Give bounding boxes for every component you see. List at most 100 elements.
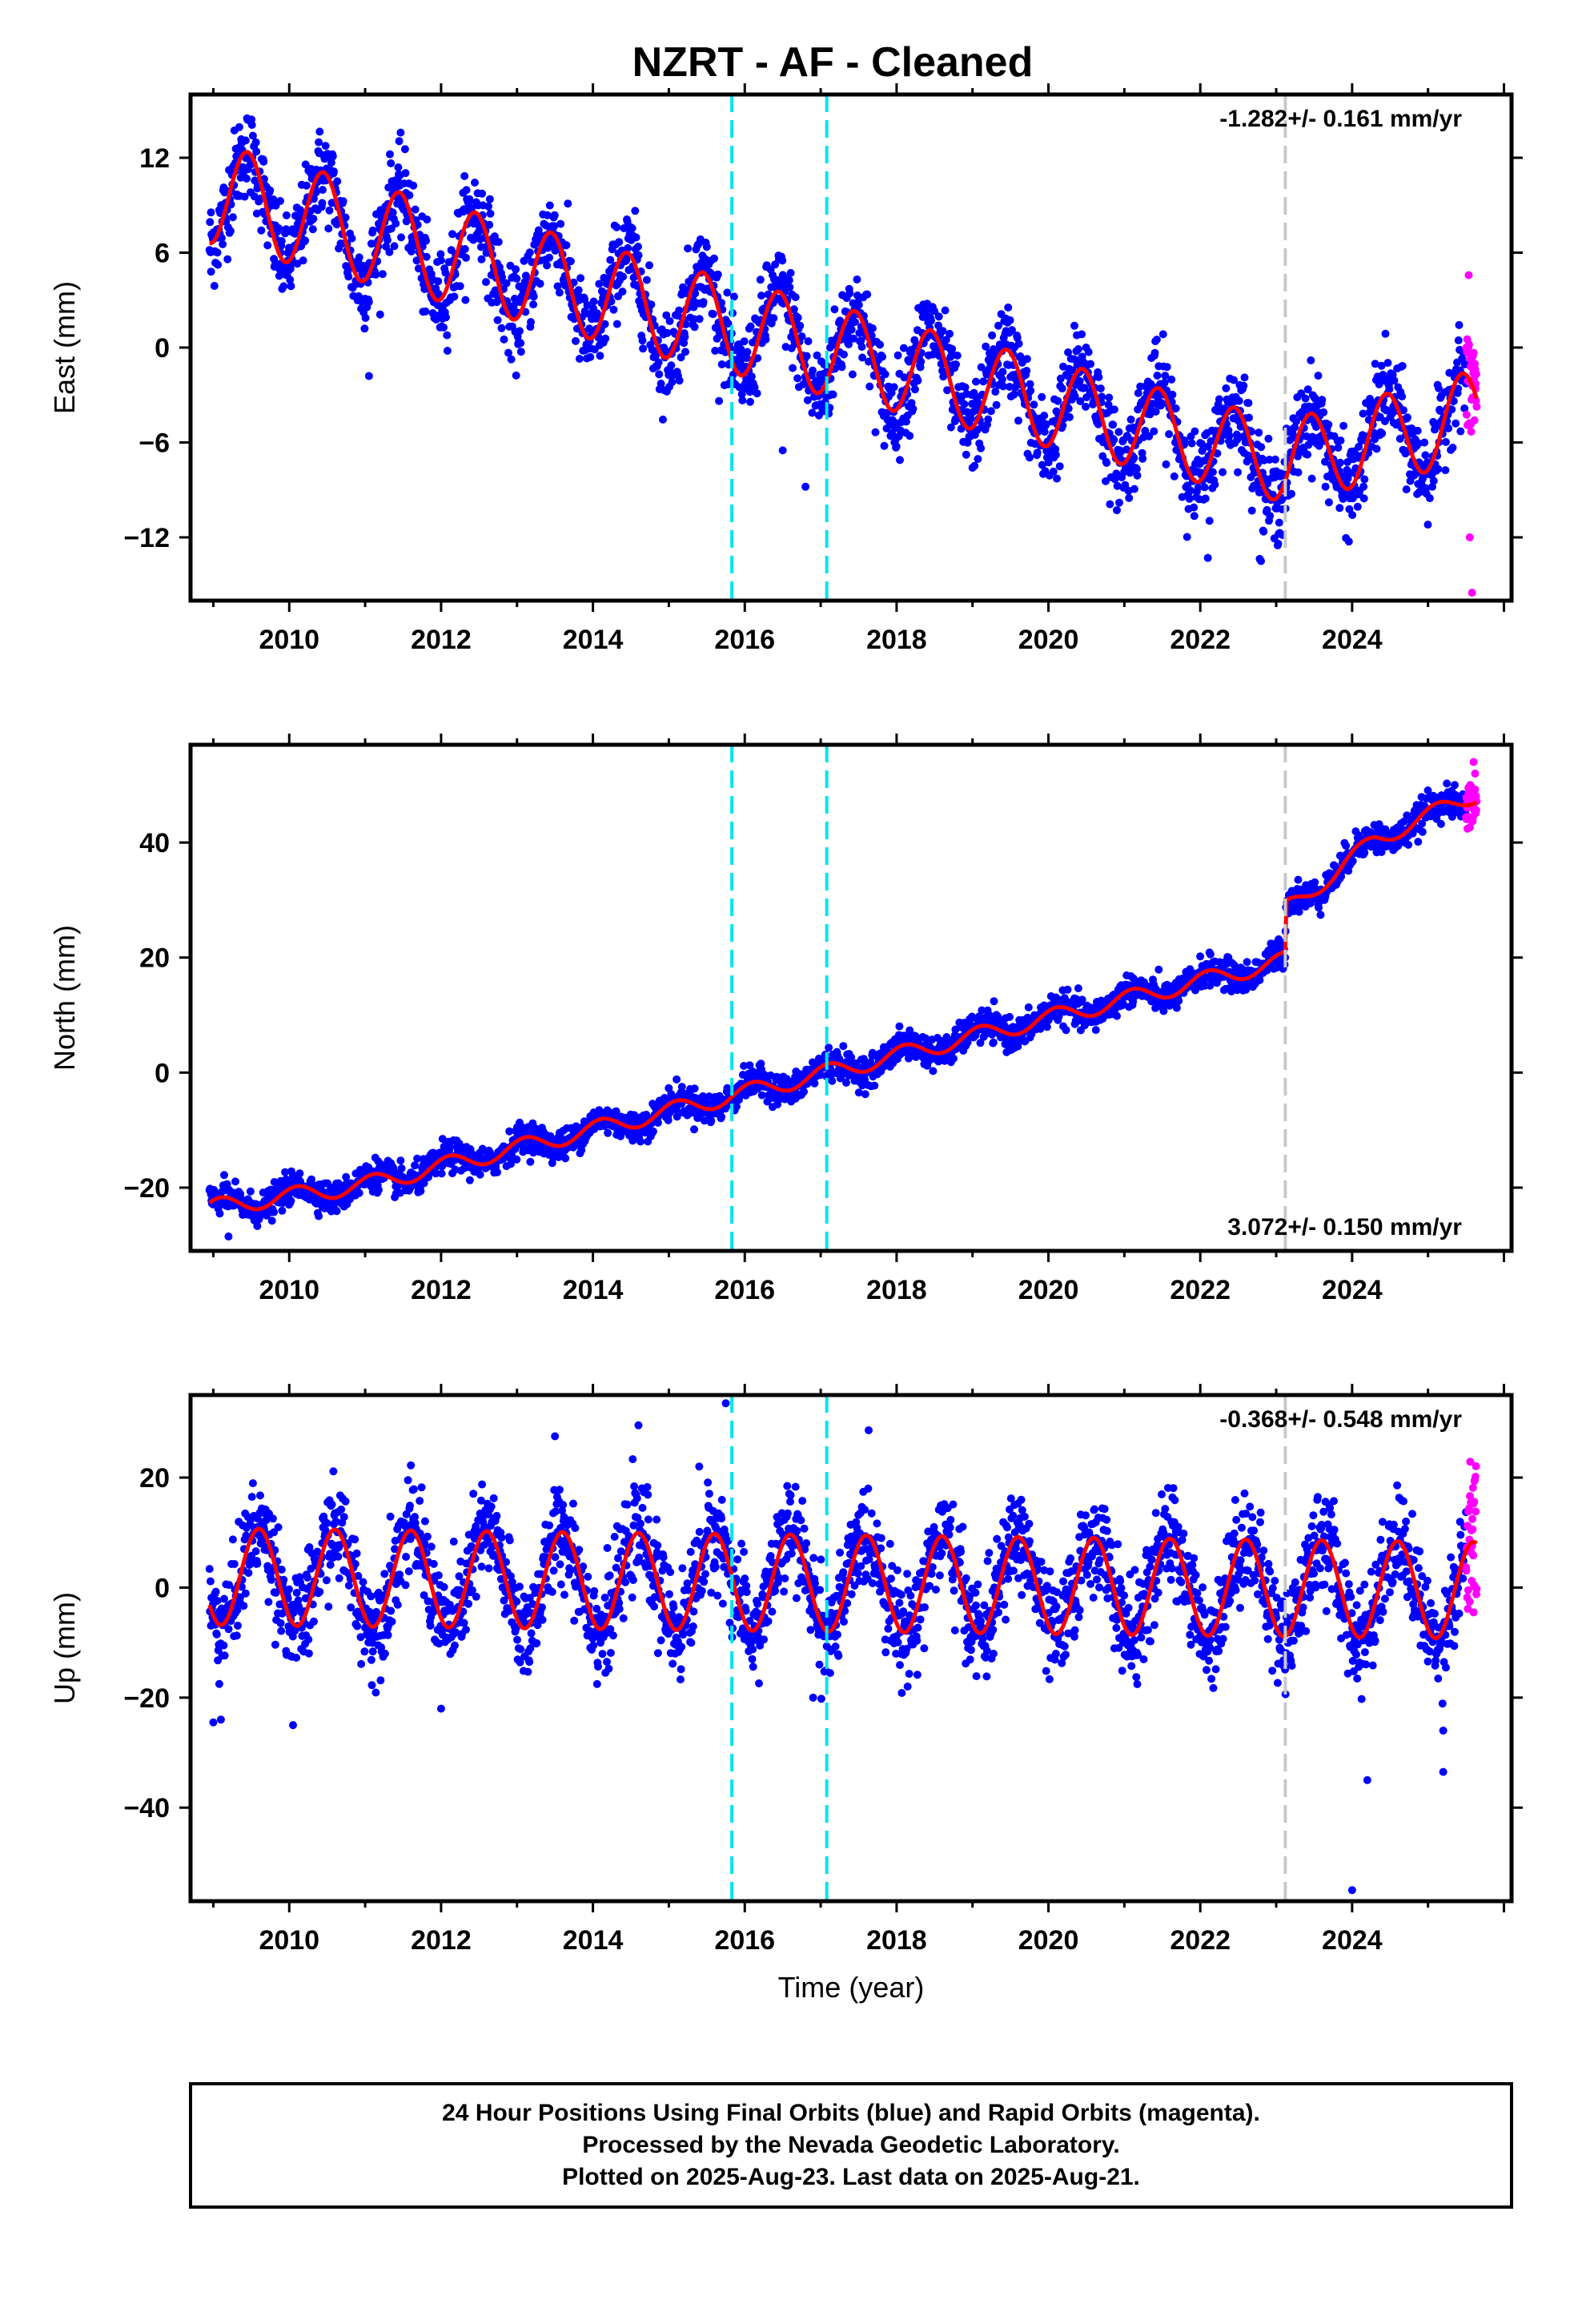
final-orbit-point: [680, 339, 689, 348]
final-orbit-point: [375, 310, 384, 319]
final-orbit-point: [395, 137, 404, 146]
final-orbit-point: [848, 370, 857, 379]
final-orbit-point: [1207, 436, 1215, 445]
final-orbit-point: [667, 361, 676, 370]
final-orbit-point: [1447, 405, 1456, 414]
final-orbit-point: [1421, 451, 1430, 460]
final-orbit-point: [595, 279, 604, 288]
final-orbit-point: [845, 289, 854, 298]
final-orbit-point: [1242, 985, 1251, 994]
final-orbit-point: [1161, 372, 1170, 380]
final-orbit-point: [620, 224, 628, 232]
final-orbit-point: [1275, 518, 1283, 527]
final-orbit-point: [478, 189, 487, 198]
final-orbit-point: [1122, 445, 1131, 454]
rapid-orbit-point: [1470, 416, 1479, 424]
final-orbit-point: [423, 215, 432, 224]
final-orbit-point: [217, 234, 226, 243]
final-orbit-point: [309, 215, 318, 223]
final-orbit-point: [1198, 447, 1207, 455]
final-orbit-point: [668, 378, 677, 386]
final-orbit-point: [673, 1075, 681, 1084]
final-orbit-point: [550, 211, 559, 219]
final-orbit-point: [1336, 436, 1345, 445]
final-orbit-point: [482, 278, 490, 287]
final-orbit-point: [396, 128, 405, 137]
final-orbit-point: [339, 197, 347, 206]
final-orbit-point: [851, 318, 859, 327]
final-orbit-point: [976, 1039, 985, 1047]
final-orbit-point: [804, 337, 813, 346]
final-orbit-point: [963, 408, 971, 416]
final-orbit-point: [809, 366, 817, 375]
final-orbit-point: [1162, 460, 1170, 468]
final-orbit-point: [1244, 399, 1253, 408]
final-orbit-point: [1236, 422, 1245, 431]
final-orbit-point: [622, 255, 631, 264]
final-orbit-point: [553, 282, 562, 291]
final-orbit-point: [624, 243, 632, 252]
final-orbit-point: [1064, 348, 1073, 356]
final-orbit-point: [1318, 396, 1327, 404]
final-orbit-point: [1291, 423, 1299, 432]
final-orbit-point: [279, 282, 288, 291]
final-orbit-point: [1266, 512, 1275, 521]
final-orbit-point: [634, 251, 643, 259]
final-orbit-point: [803, 396, 812, 404]
final-orbit-point: [927, 316, 935, 325]
final-orbit-point: [828, 1076, 837, 1085]
final-orbit-point: [723, 288, 732, 297]
final-orbit-point: [512, 371, 520, 380]
final-orbit-point: [321, 142, 330, 151]
final-orbit-point: [813, 351, 821, 360]
final-orbit-point: [639, 344, 648, 353]
final-orbit-point: [1314, 372, 1323, 380]
final-orbit-point: [525, 248, 534, 257]
final-orbit-point: [1036, 1024, 1045, 1033]
final-orbit-point: [1414, 439, 1423, 448]
final-orbit-point: [837, 363, 846, 372]
final-orbit-point: [385, 247, 394, 256]
final-orbit-point: [1187, 439, 1196, 448]
final-orbit-point: [1371, 360, 1379, 368]
final-orbit-point: [984, 415, 993, 424]
final-orbit-point: [575, 355, 584, 363]
final-orbit-point: [437, 1169, 446, 1178]
final-orbit-point: [355, 253, 363, 262]
final-orbit-point: [942, 1033, 951, 1041]
final-orbit-point: [974, 455, 982, 464]
final-orbit-point: [868, 324, 877, 332]
final-orbit-point: [616, 1132, 625, 1140]
final-orbit-point: [859, 1055, 868, 1063]
final-orbit-point: [391, 219, 400, 228]
rapid-orbit-point: [1469, 348, 1478, 357]
final-orbit-point: [332, 1207, 341, 1216]
final-orbit-point: [1316, 911, 1325, 919]
final-orbit-point: [1044, 458, 1053, 467]
final-orbit-point: [857, 343, 866, 352]
final-orbit-point: [270, 1208, 279, 1216]
final-orbit-point: [619, 272, 628, 281]
y-axis-label: East (mm): [48, 281, 81, 414]
final-orbit-point: [341, 213, 350, 222]
final-orbit-point: [1023, 1013, 1032, 1022]
final-orbit-point: [905, 432, 914, 440]
final-orbit-point: [1094, 373, 1103, 381]
final-orbit-point: [1292, 417, 1301, 426]
final-orbit-point: [387, 159, 396, 167]
final-orbit-point: [1263, 479, 1272, 488]
final-orbit-point: [1130, 453, 1138, 462]
final-orbit-point: [241, 136, 250, 145]
final-orbit-point: [654, 358, 663, 367]
final-orbit-point: [432, 1169, 440, 1178]
x-tick-label: 2016: [714, 625, 775, 655]
final-orbit-point: [456, 282, 464, 291]
final-orbit-point: [1134, 388, 1142, 397]
final-orbit-point: [946, 329, 954, 338]
rapid-orbit-point: [1467, 428, 1476, 436]
final-orbit-point: [507, 1160, 515, 1168]
final-orbit-point: [243, 175, 251, 183]
final-orbit-point: [252, 147, 261, 156]
final-orbit-point: [286, 275, 295, 284]
